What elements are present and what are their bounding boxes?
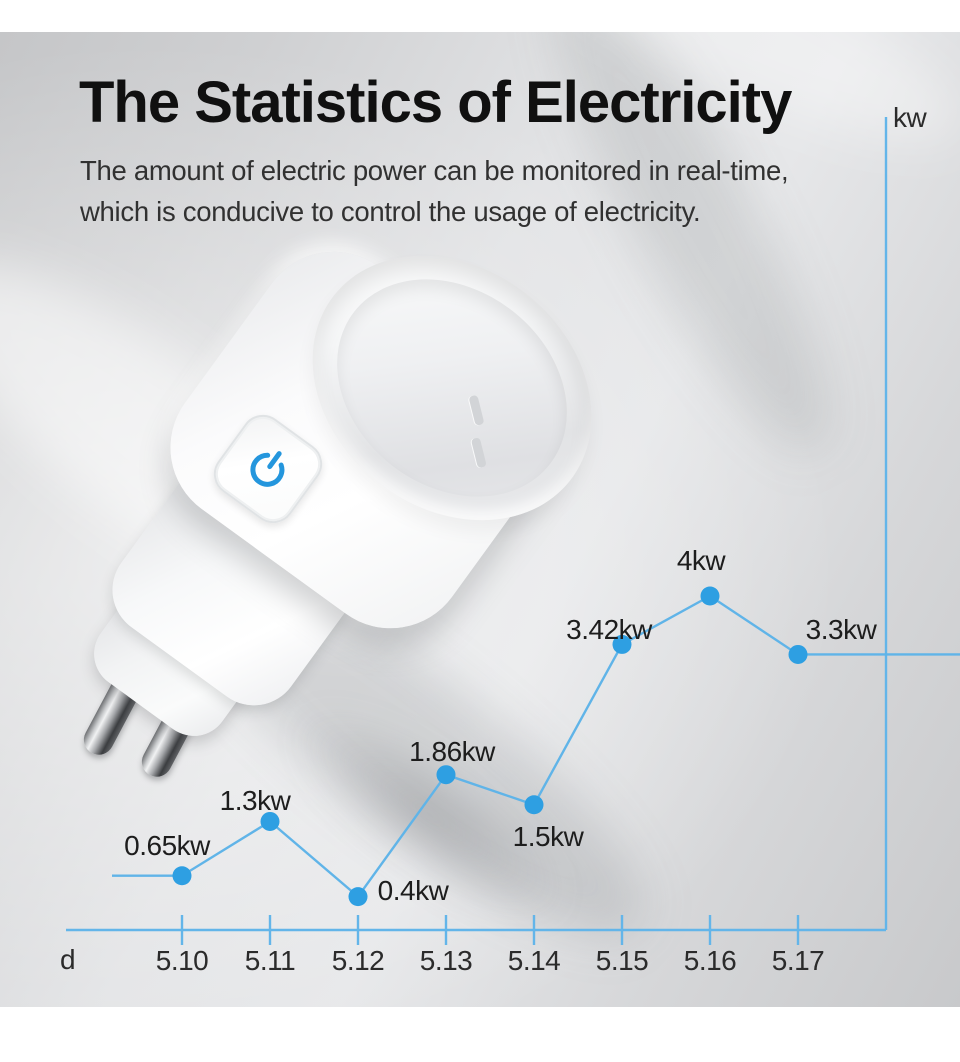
x-axis-unit-label: d (60, 944, 76, 975)
page-title: The Statistics of Electricity (79, 70, 792, 135)
y-axis-unit-label: kw (893, 102, 927, 133)
subtitle-line-2: which is conducive to control the usage … (80, 196, 701, 227)
subtitle-line-1: The amount of electric power can be moni… (80, 155, 789, 186)
page-subtitle: The amount of electric power can be moni… (80, 150, 910, 232)
